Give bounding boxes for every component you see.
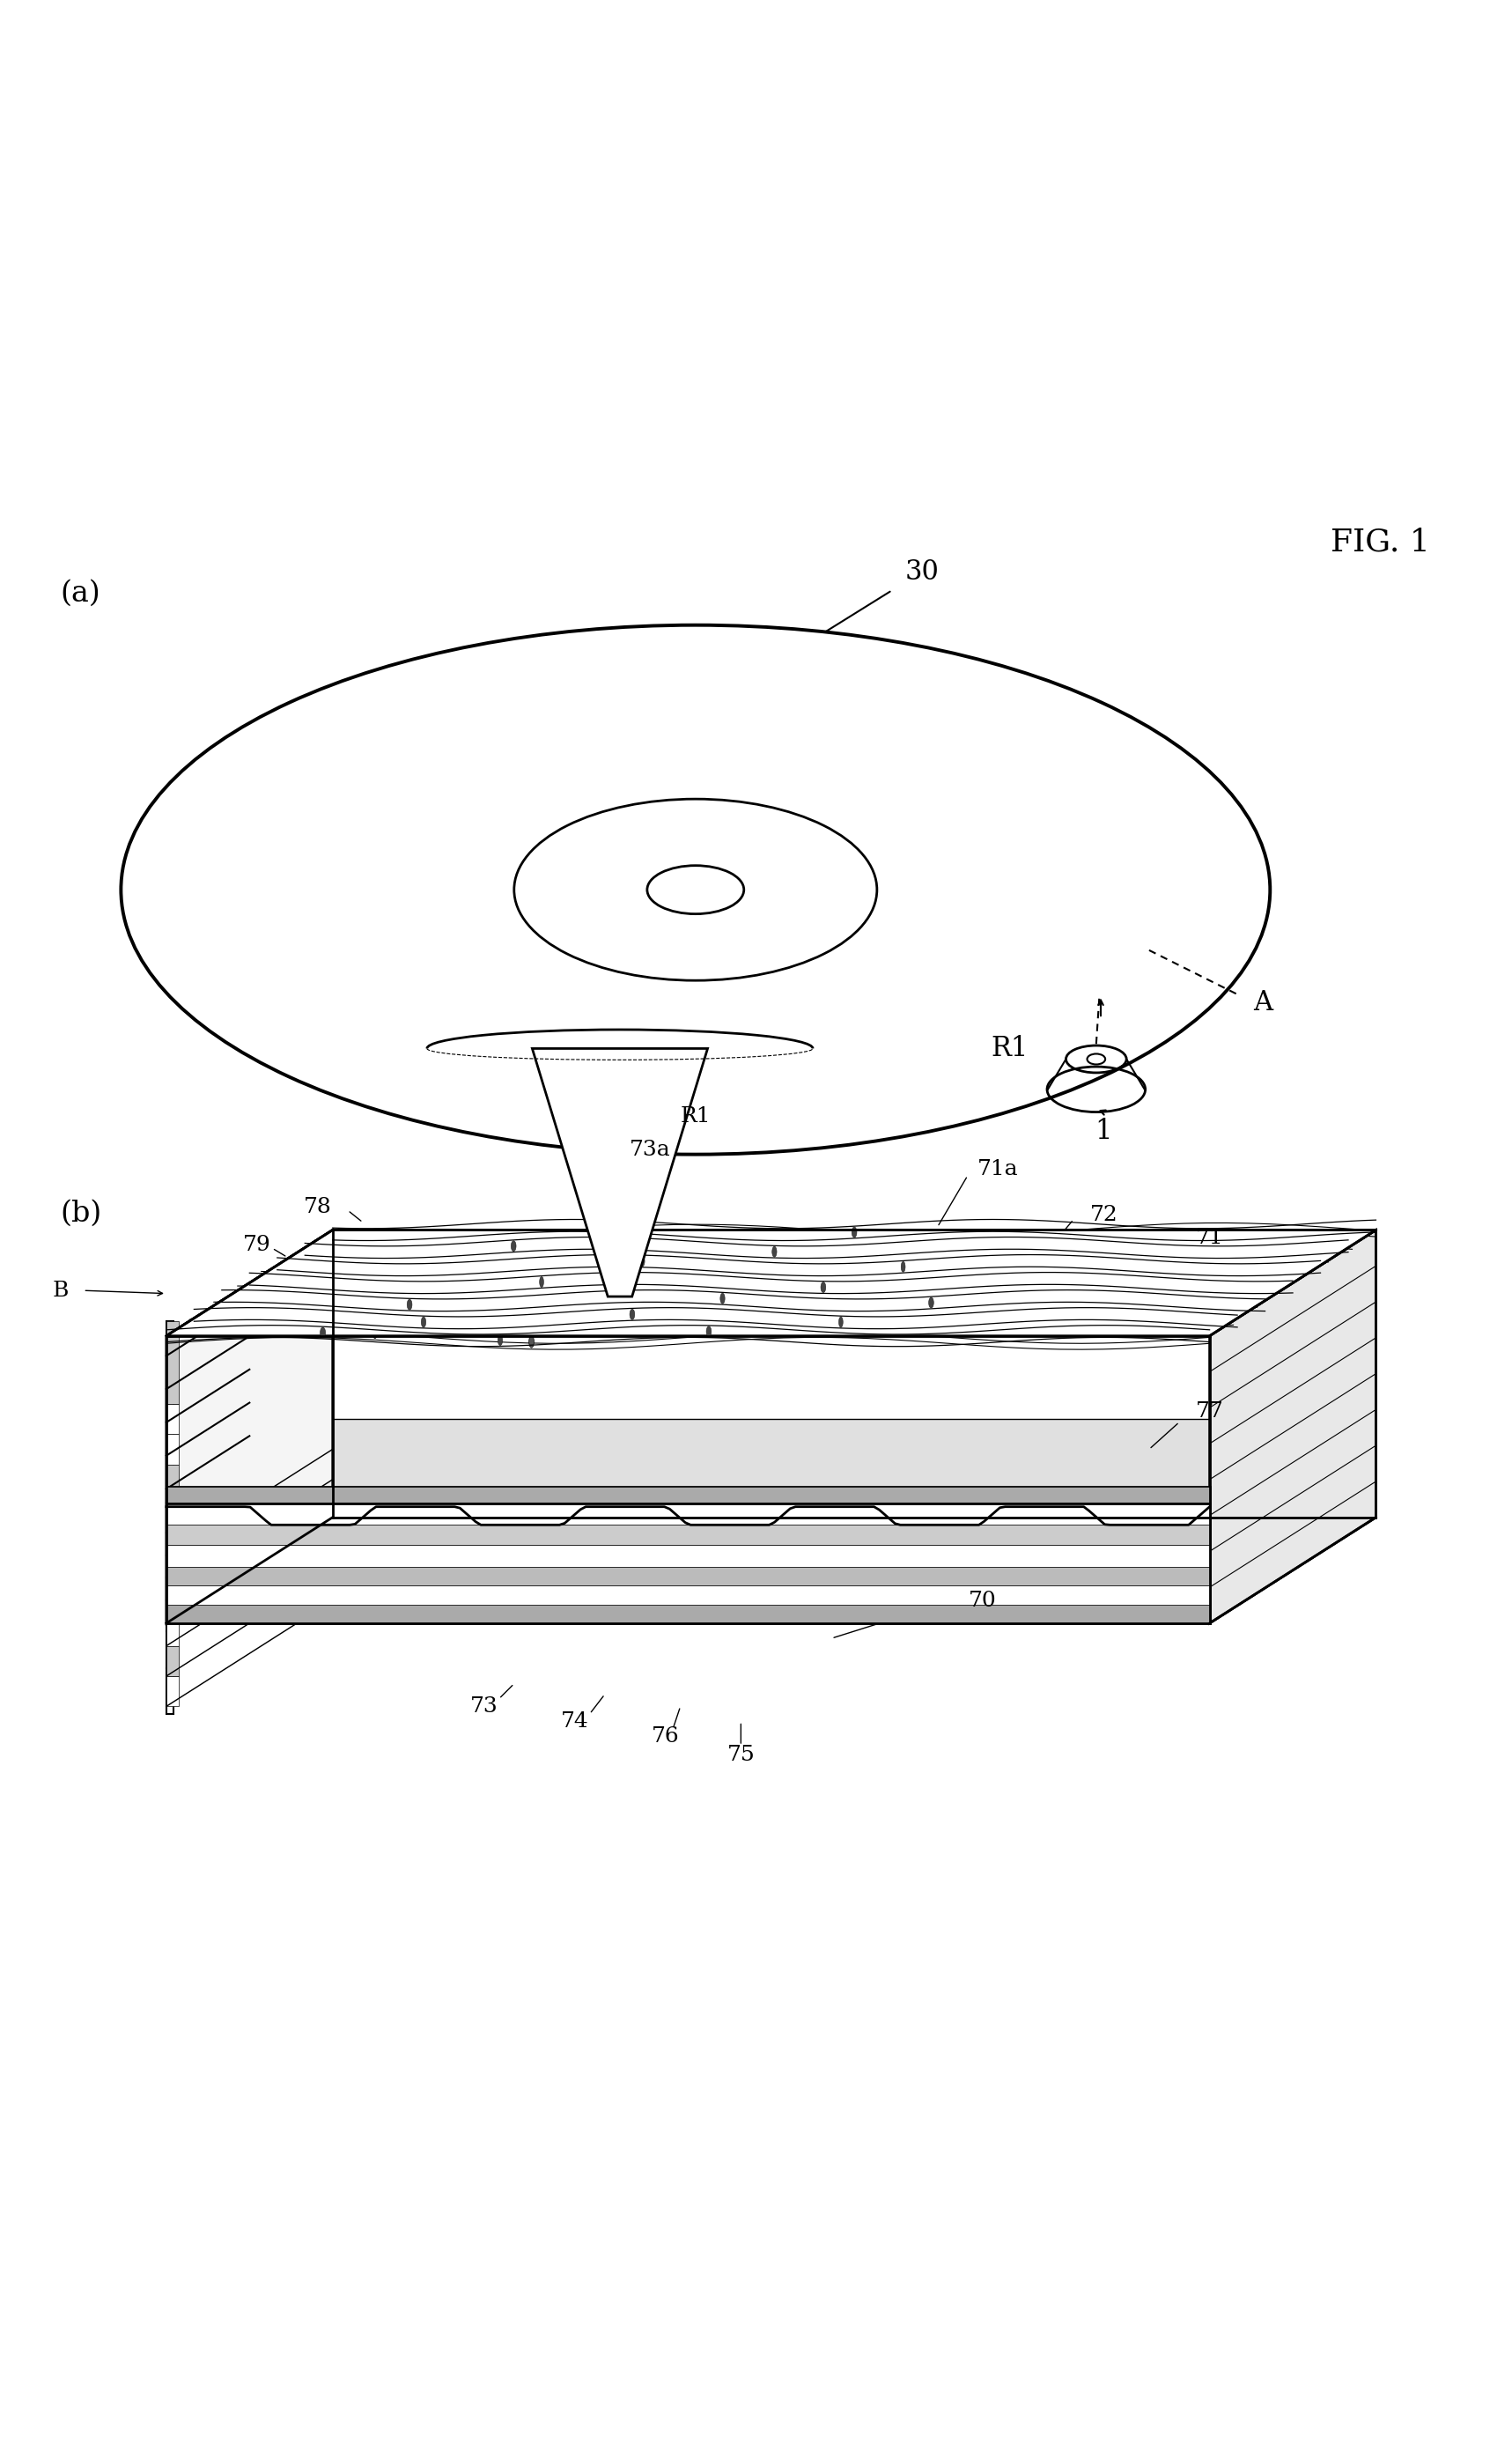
Ellipse shape	[776, 1232, 780, 1245]
Bar	[166, 1525, 1210, 1545]
Ellipse shape	[706, 1326, 711, 1336]
Text: 71: 71	[1196, 1228, 1223, 1247]
Bar	[166, 1464, 178, 1496]
Text: (b): (b)	[60, 1200, 103, 1228]
Ellipse shape	[567, 1240, 573, 1250]
Bar	[166, 1503, 174, 1533]
Text: 73a: 73a	[629, 1139, 671, 1161]
Bar	[166, 1533, 174, 1555]
Bar	[166, 1646, 178, 1675]
Bar	[166, 1405, 178, 1434]
Ellipse shape	[709, 1311, 714, 1323]
Bar	[166, 1555, 178, 1584]
Bar	[166, 1584, 1210, 1604]
Text: 76: 76	[652, 1727, 679, 1747]
Text: A: A	[1253, 989, 1272, 1016]
Bar	[166, 1321, 178, 1405]
Ellipse shape	[321, 1328, 325, 1338]
Ellipse shape	[407, 1299, 413, 1309]
Ellipse shape	[773, 1247, 777, 1257]
Ellipse shape	[540, 1277, 544, 1287]
Text: R1: R1	[992, 1036, 1028, 1063]
Text: 74: 74	[561, 1712, 588, 1732]
Ellipse shape	[673, 1282, 679, 1294]
Ellipse shape	[821, 1282, 826, 1292]
Ellipse shape	[497, 1336, 502, 1346]
Ellipse shape	[909, 1257, 913, 1269]
Polygon shape	[532, 1048, 708, 1296]
Ellipse shape	[640, 1257, 644, 1267]
Bar	[166, 1604, 1210, 1624]
Ellipse shape	[785, 1294, 791, 1306]
Polygon shape	[166, 1488, 1210, 1624]
Ellipse shape	[442, 1304, 446, 1314]
Ellipse shape	[842, 1323, 847, 1336]
Bar	[166, 1616, 178, 1646]
Text: 79: 79	[243, 1235, 271, 1255]
Polygon shape	[166, 1230, 333, 1624]
Ellipse shape	[572, 1272, 578, 1284]
Ellipse shape	[479, 1319, 485, 1331]
Bar	[166, 1545, 1210, 1567]
Ellipse shape	[511, 1240, 516, 1252]
Bar	[166, 1675, 178, 1707]
Ellipse shape	[372, 1326, 378, 1338]
Ellipse shape	[529, 1336, 534, 1348]
Polygon shape	[1210, 1230, 1376, 1624]
Bar	[166, 1434, 178, 1464]
Text: 73: 73	[470, 1697, 497, 1717]
Bar	[166, 1555, 174, 1577]
Bar	[166, 1525, 178, 1555]
Polygon shape	[333, 1419, 1376, 1518]
Ellipse shape	[928, 1296, 934, 1309]
Ellipse shape	[851, 1228, 857, 1237]
Text: 75: 75	[727, 1744, 754, 1764]
Text: 77: 77	[1196, 1402, 1223, 1422]
Ellipse shape	[901, 1262, 906, 1272]
Bar	[166, 1567, 1210, 1584]
Ellipse shape	[422, 1316, 426, 1328]
Text: 78: 78	[304, 1198, 331, 1218]
Text: 30: 30	[906, 558, 939, 585]
Text: 71a: 71a	[977, 1159, 1019, 1181]
Bar	[166, 1668, 174, 1715]
Ellipse shape	[965, 1289, 971, 1301]
Text: R1: R1	[680, 1107, 711, 1127]
Polygon shape	[166, 1518, 1376, 1624]
Bar	[166, 1601, 174, 1631]
Ellipse shape	[720, 1294, 724, 1304]
Bar	[166, 1488, 1210, 1503]
Polygon shape	[166, 1230, 1376, 1336]
Text: FIG. 1: FIG. 1	[1331, 526, 1430, 556]
Bar	[166, 1503, 1210, 1525]
Ellipse shape	[679, 1247, 683, 1260]
Bar	[166, 1631, 174, 1668]
Bar	[166, 1321, 174, 1503]
Ellipse shape	[629, 1309, 635, 1319]
Ellipse shape	[591, 1220, 596, 1230]
Bar	[166, 1496, 178, 1525]
Ellipse shape	[423, 1287, 428, 1299]
Polygon shape	[166, 1230, 1376, 1336]
Bar	[166, 1584, 178, 1616]
Bar	[166, 1577, 174, 1601]
Text: B: B	[53, 1279, 68, 1301]
Text: (a): (a)	[60, 581, 101, 608]
Text: 1: 1	[1095, 1117, 1113, 1146]
Text: 72: 72	[1090, 1205, 1117, 1225]
Ellipse shape	[839, 1316, 844, 1328]
Text: 70: 70	[969, 1589, 996, 1611]
